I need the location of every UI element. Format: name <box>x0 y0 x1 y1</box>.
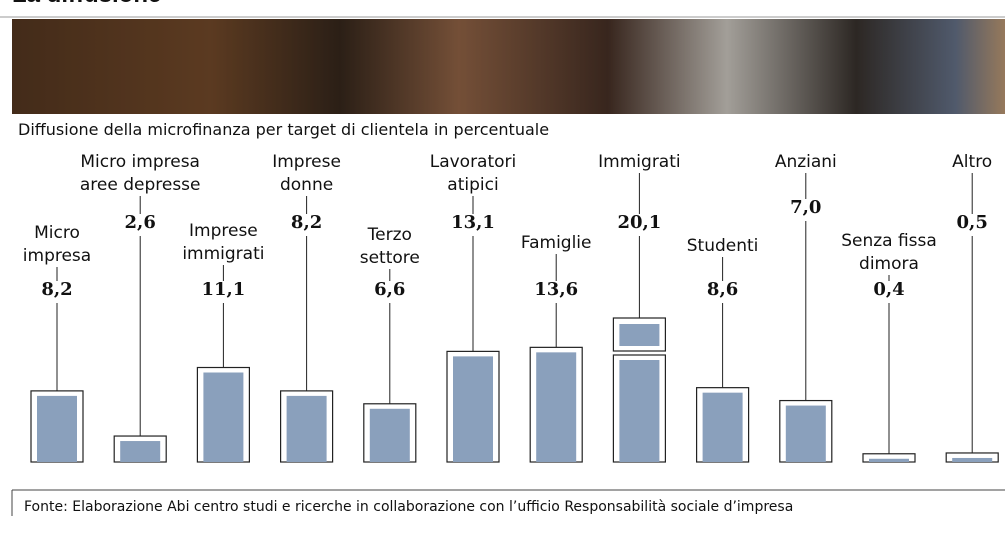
bar <box>287 396 327 462</box>
bar <box>786 406 826 462</box>
value-label: 0,5 <box>957 212 988 233</box>
bar <box>370 409 410 462</box>
bar <box>619 360 659 462</box>
value-label: 2,6 <box>125 212 156 233</box>
x-tick-label: Famiglie <box>521 233 592 253</box>
bar <box>703 393 743 462</box>
value-label: 8,6 <box>707 279 738 300</box>
photo-shade <box>12 19 1005 114</box>
value-label: 8,2 <box>41 279 72 300</box>
chart: La diffusione Diffusione della microfina… <box>0 0 1005 547</box>
chart-title: La diffusione <box>12 0 161 8</box>
x-tick-label: Altro <box>952 152 992 172</box>
bar <box>120 441 160 462</box>
x-tick-label: Anziani <box>775 152 837 172</box>
bar <box>952 458 992 462</box>
value-label: 13,6 <box>534 279 578 300</box>
value-label: 0,4 <box>873 279 904 300</box>
value-label: 13,1 <box>451 212 495 233</box>
value-label: 6,6 <box>374 279 405 300</box>
bar <box>37 396 77 462</box>
bar <box>536 352 576 462</box>
bar <box>453 356 493 462</box>
bar <box>869 459 909 462</box>
chart-subtitle: Diffusione della microfinanza per target… <box>18 120 549 139</box>
value-label: 8,2 <box>291 212 322 233</box>
value-label: 7,0 <box>790 197 821 218</box>
value-label: 11,1 <box>201 279 245 300</box>
value-label: 20,1 <box>617 212 661 233</box>
source: Fonte: Elaborazione Abi centro studi e r… <box>24 499 793 515</box>
x-tick-label: Studenti <box>687 236 759 256</box>
x-tick-label: Immigrati <box>598 152 680 172</box>
bar <box>619 324 659 346</box>
bar <box>203 373 243 462</box>
